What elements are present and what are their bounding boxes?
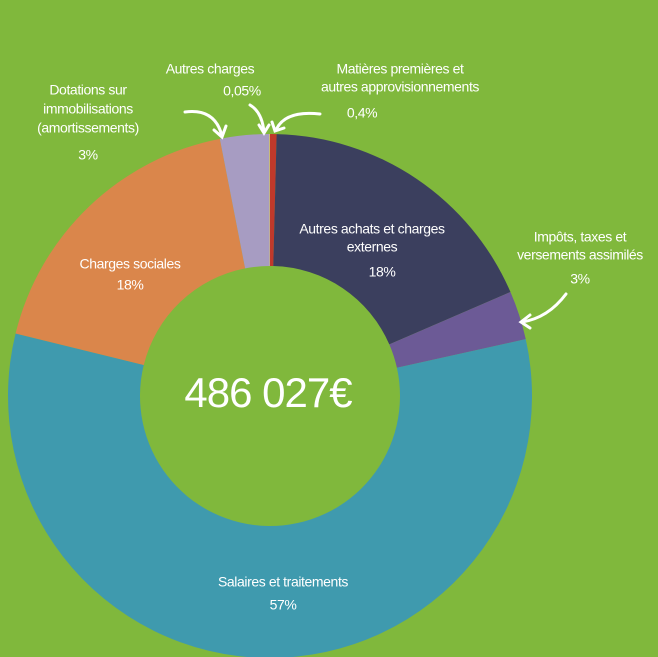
slice <box>15 138 246 365</box>
slice-label: Matières premières et <box>337 61 464 77</box>
slice <box>219 134 270 269</box>
arrow-head <box>518 313 532 330</box>
slice-label: Charges sociales <box>80 256 181 272</box>
slice-label: Impôts, taxes et <box>534 229 627 245</box>
arrow <box>183 110 224 138</box>
arrow <box>274 111 322 132</box>
slice-label: externes <box>347 239 398 255</box>
slice <box>270 134 277 267</box>
slice-label: Autres achats et charges <box>299 221 445 237</box>
slice-label: Salaires et traitements <box>218 574 348 590</box>
value-label: 57% <box>270 597 297 613</box>
slice-label: Dotations sur <box>49 82 127 98</box>
slice <box>269 134 270 267</box>
slices <box>8 134 532 657</box>
value-label: 18% <box>369 264 396 280</box>
arrow-head <box>270 120 286 133</box>
slice-label: Autres charges <box>166 61 255 77</box>
value-label: 18% <box>117 277 144 293</box>
slice <box>8 333 532 657</box>
slice-label: versements assimilés <box>517 247 643 263</box>
value-label: 0,4% <box>347 105 377 121</box>
arrow-head <box>212 124 228 140</box>
slice <box>273 134 511 345</box>
value-label: 3% <box>570 271 589 287</box>
value-label: 3% <box>78 147 97 163</box>
value-label: 0,05% <box>223 83 261 99</box>
arrow-head <box>257 123 271 136</box>
arrow <box>520 292 568 324</box>
arrow <box>248 103 266 134</box>
slice-label: immobilisations <box>43 101 133 117</box>
slice-label: (amortissements) <box>37 120 139 136</box>
center-label: 486 027€ <box>184 369 352 416</box>
slice <box>389 291 526 368</box>
slice-label: autres approvisionnements <box>321 79 479 95</box>
